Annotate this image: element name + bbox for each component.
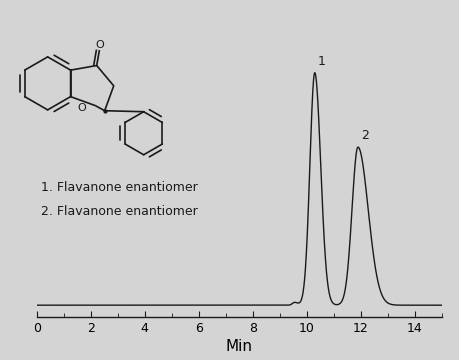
Text: O: O (95, 40, 104, 50)
Text: 1: 1 (317, 55, 325, 68)
X-axis label: Min: Min (225, 339, 252, 354)
Text: 1. Flavanone enantiomer: 1. Flavanone enantiomer (41, 181, 197, 194)
Text: 2. Flavanone enantiomer: 2. Flavanone enantiomer (41, 204, 197, 218)
Text: O: O (77, 103, 85, 113)
Text: 2: 2 (361, 130, 369, 143)
